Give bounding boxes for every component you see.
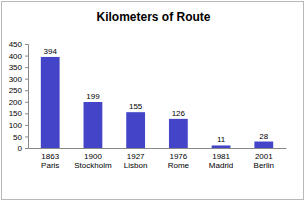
bars [41, 57, 273, 148]
y-tick-label: 450 [9, 40, 23, 49]
x-tick-label: 1863Paris [41, 152, 60, 171]
x-tick-label-line: 1900 [84, 152, 102, 161]
x-tick-label-line: 1927 [127, 152, 145, 161]
frame [2, 2, 304, 200]
y-tick: 350 [9, 63, 28, 72]
x-tick-label-line: Madrid [209, 161, 233, 170]
data-labels: 394 199 155 126 11 28 [44, 47, 269, 145]
bar [212, 145, 231, 148]
x-tick: 1863Paris [41, 152, 60, 171]
y-tick-mark [25, 148, 28, 149]
y-tick-mark [25, 67, 28, 68]
chart-svg: Kilometers of Route 0 50 100 150 200 250 300 350… [0, 0, 307, 203]
x-tick: 1981Madrid [209, 152, 233, 171]
bar [41, 57, 60, 148]
bar [126, 112, 145, 148]
y-tick-label: 100 [9, 121, 23, 130]
y-tick: 0 [18, 144, 28, 153]
y-tick-label: 350 [9, 63, 23, 72]
x-tick-label: 1927Lisbon [124, 152, 148, 171]
y-axis-line [25, 45, 29, 149]
x-tick: 1900Stockholm [74, 152, 112, 171]
x-tick-label-line: Paris [41, 161, 59, 170]
chart-container: Kilometers of Route 0 50 100 150 200 250 300 350… [0, 0, 307, 203]
y-tick-mark [25, 125, 28, 126]
title: Kilometers of Route [96, 10, 210, 24]
y-tick: 250 [9, 86, 28, 95]
y-tick: 300 [9, 75, 28, 84]
data-label: 394 [44, 47, 58, 56]
data-label: 199 [86, 92, 100, 101]
y-tick-mark [25, 79, 28, 80]
y-tick-mark [25, 136, 28, 137]
y-tick-mark [25, 102, 28, 103]
y-tick-mark [25, 56, 28, 57]
bar [84, 102, 103, 148]
x-tick-label: 1981Madrid [209, 152, 233, 171]
y-tick-label: 250 [9, 86, 23, 95]
bar [254, 142, 273, 148]
y-tick: 150 [9, 109, 28, 118]
x-tick-label-line: 2001 [255, 152, 273, 161]
y-tick: 50 [13, 133, 28, 142]
x-tick-label-line: Berlin [254, 161, 274, 170]
y-tick-mark [25, 44, 28, 45]
y-tick-label: 300 [9, 75, 23, 84]
data-label: 11 [217, 135, 226, 144]
data-label: 155 [129, 102, 143, 111]
x-tick-label-line: 1976 [169, 152, 187, 161]
bar [169, 119, 188, 148]
y-tick: 100 [9, 121, 28, 130]
data-label: 126 [172, 109, 186, 118]
y-tick: 400 [9, 52, 28, 61]
x-axis-line [29, 148, 287, 149]
x-tick-label-line: 1981 [212, 152, 230, 161]
y-tick-label: 150 [9, 109, 23, 118]
x-tick-label-line: Stockholm [74, 161, 112, 170]
x-tick-label: 1900Stockholm [74, 152, 112, 171]
y-axis: 0 50 100 150 200 250 300 350 400 450 [9, 40, 29, 153]
y-tick: 450 [9, 40, 28, 49]
x-axis: 1863Paris 1900Stockholm 1927Lisbon 1976Rome… [29, 149, 287, 171]
x-tick-label-line: Rome [168, 161, 190, 170]
x-tick-label: 1976Rome [168, 152, 190, 171]
y-tick-label: 50 [13, 133, 22, 142]
y-tick-mark [25, 90, 28, 91]
x-tick: 2001Berlin [254, 152, 274, 171]
y-tick: 200 [9, 98, 28, 107]
x-tick: 1927Lisbon [124, 152, 148, 171]
x-tick: 1976Rome [168, 152, 190, 171]
x-tick-label-line: Lisbon [124, 161, 148, 170]
y-tick-label: 400 [9, 52, 23, 61]
y-tick-label: 0 [18, 144, 23, 153]
data-label: 28 [259, 132, 268, 141]
y-tick-mark [25, 113, 28, 114]
x-tick-label: 2001Berlin [254, 152, 274, 171]
x-tick-label-line: 1863 [41, 152, 59, 161]
y-tick-label: 200 [9, 98, 23, 107]
